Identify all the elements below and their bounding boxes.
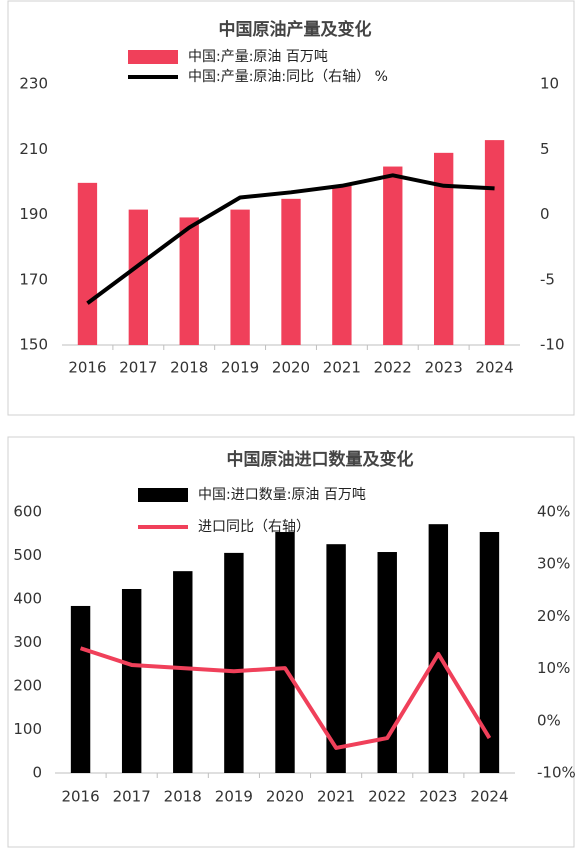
y-tick-label: 200: [13, 677, 42, 695]
y-tick-label: 170: [19, 270, 48, 288]
bar: [275, 532, 295, 773]
bar: [281, 198, 301, 345]
x-tick-label: 2022: [374, 359, 412, 377]
y2-tick-label: 10: [540, 75, 559, 93]
chart-title: 中国原油产量及变化: [219, 19, 372, 40]
y-tick-label: 400: [13, 590, 42, 608]
bar: [433, 152, 454, 345]
bar: [332, 185, 352, 345]
legend-swatch: [138, 488, 188, 502]
x-tick-label: 2016: [61, 788, 99, 806]
line: [79, 646, 492, 750]
bar: [70, 605, 91, 773]
y2-tick-label: 20%: [537, 607, 570, 625]
line: [86, 173, 495, 305]
y-tick-label: 100: [13, 720, 42, 738]
legend-label: 中国:产量:原油:同比（右轴） %: [188, 69, 388, 85]
y-tick-label: 230: [19, 75, 48, 93]
y-tick-label: 0: [32, 764, 42, 782]
legend-label: 中国:产量:原油 百万吨: [188, 49, 328, 65]
bar: [173, 571, 193, 773]
y2-tick-label: 5: [540, 140, 550, 158]
y2-tick-label: 10%: [537, 659, 570, 677]
panel: [7, 0, 575, 416]
x-tick-label: 2017: [119, 359, 157, 377]
x-tick-label: 2023: [419, 788, 457, 806]
bar: [224, 552, 244, 773]
bar: [77, 182, 98, 345]
x-tick-label: 2020: [266, 788, 304, 806]
x-tick-label: 2018: [164, 788, 202, 806]
x-tick-label: 2019: [221, 359, 259, 377]
x-tick-label: 2018: [170, 359, 208, 377]
y2-tick-label: 0%: [537, 711, 561, 729]
x-tick-label: 2024: [475, 359, 513, 377]
bar: [428, 524, 449, 773]
x-tick-label: 2024: [470, 788, 508, 806]
bar: [383, 166, 403, 345]
bar: [377, 552, 397, 773]
x-tick-label: 2020: [272, 359, 310, 377]
x-tick-label: 2022: [368, 788, 406, 806]
bar: [479, 532, 500, 773]
bar: [121, 588, 142, 773]
x-tick-label: 2023: [425, 359, 463, 377]
y2-tick-label: -10: [540, 336, 565, 354]
y2-tick-label: 30%: [537, 555, 570, 573]
x-tick-label: 2021: [317, 788, 355, 806]
y2-tick-label: -10%: [537, 764, 576, 782]
legend-label: 中国:进口数量:原油 百万吨: [198, 487, 366, 503]
bar: [326, 544, 346, 773]
bar: [230, 209, 250, 345]
y-tick-label: 210: [19, 140, 48, 158]
x-tick-label: 2017: [113, 788, 151, 806]
legend-label: 进口同比（右轴）: [198, 519, 310, 535]
y2-tick-label: 40%: [537, 503, 570, 521]
y2-tick-label: -5: [540, 270, 555, 288]
y-tick-label: 150: [19, 336, 48, 354]
y-tick-label: 300: [13, 633, 42, 651]
bar: [128, 209, 149, 345]
y-tick-label: 500: [13, 546, 42, 564]
panel: [7, 436, 575, 848]
y-tick-label: 600: [13, 503, 42, 521]
bar: [179, 217, 199, 345]
x-tick-label: 2019: [215, 788, 253, 806]
chart-title: 中国原油进口数量及变化: [227, 449, 414, 470]
y-tick-label: 190: [19, 205, 48, 223]
x-tick-label: 2016: [68, 359, 106, 377]
legend-swatch: [128, 50, 178, 64]
y2-tick-label: 0: [540, 205, 550, 223]
bar: [484, 140, 505, 345]
x-tick-label: 2021: [323, 359, 361, 377]
